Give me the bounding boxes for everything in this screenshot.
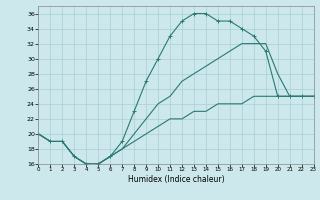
X-axis label: Humidex (Indice chaleur): Humidex (Indice chaleur)	[128, 175, 224, 184]
